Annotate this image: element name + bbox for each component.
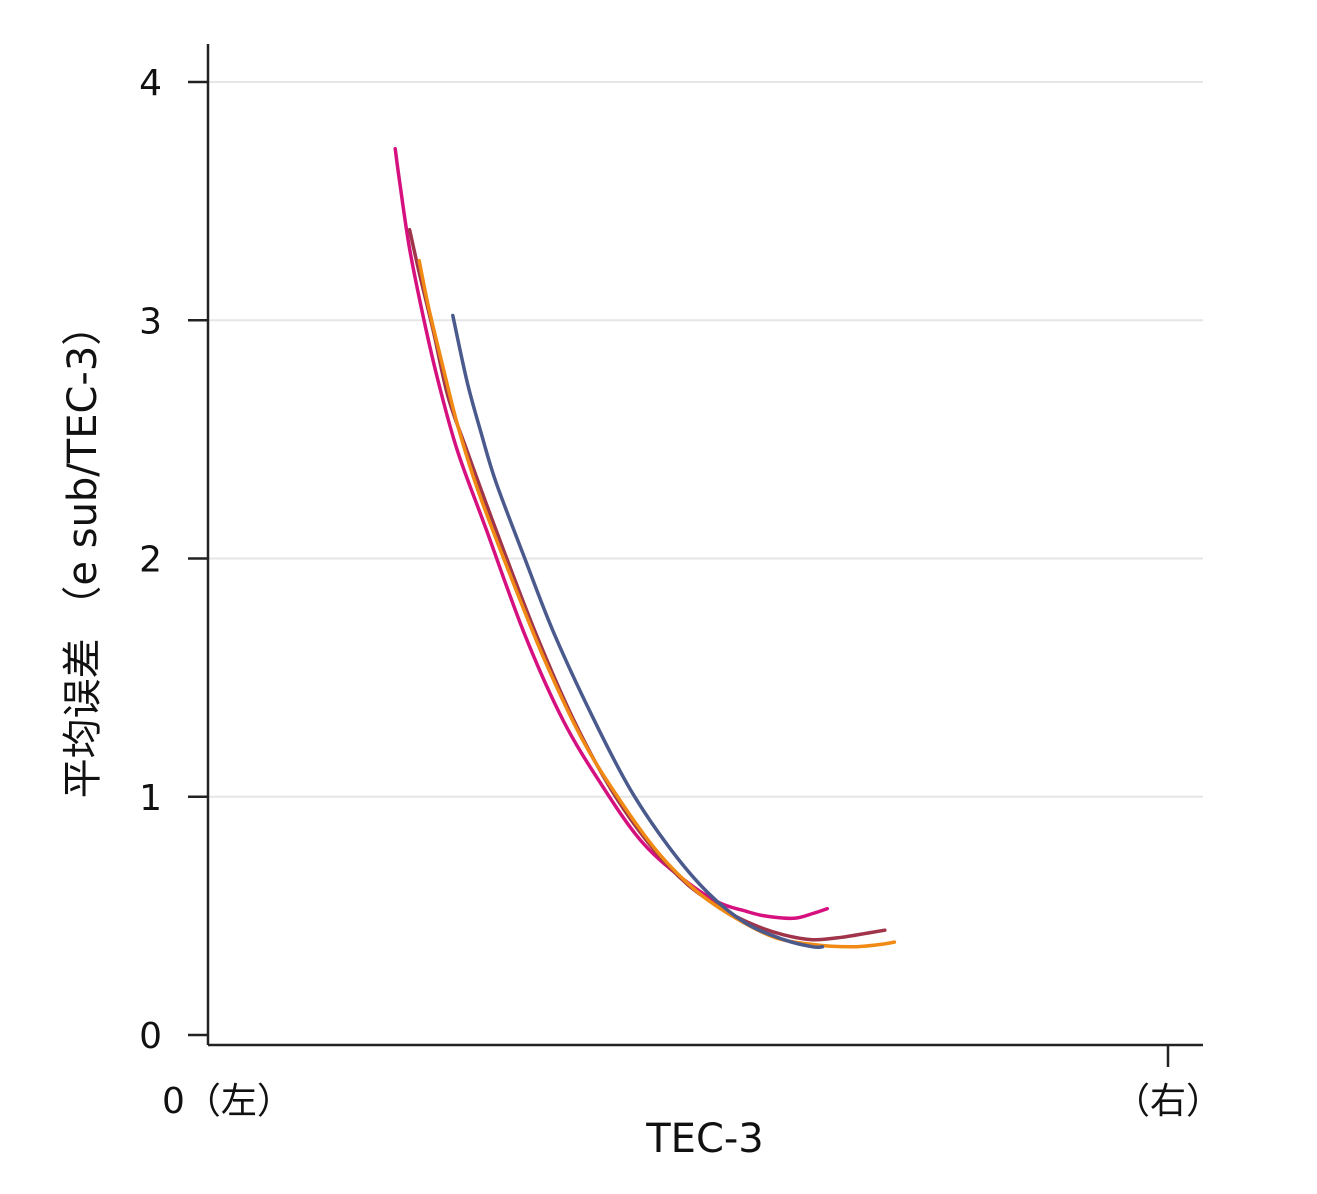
gridlines <box>208 81 1203 798</box>
x-axis-title: TEC-3 <box>645 1116 764 1162</box>
y-tick-label: 1 <box>139 778 162 819</box>
y-tick-label: 4 <box>139 63 162 104</box>
x-tick-label-right: （右） <box>1114 1081 1222 1122</box>
x-tick-label-left: 0（左） <box>162 1081 293 1122</box>
y-tick-label: 3 <box>139 301 162 342</box>
series-line-3 <box>417 258 897 949</box>
y-axis-title: 平均误差 （e sub/TEC-3） <box>60 306 106 799</box>
series-line-4 <box>451 313 825 950</box>
series-line-2 <box>407 227 887 942</box>
series-line-1 <box>393 146 829 921</box>
y-tick-label: 2 <box>139 540 162 581</box>
y-axis-ticks: 0 1 2 3 4 <box>139 63 208 1057</box>
y-tick-label: 0 <box>139 1016 162 1057</box>
series-layer <box>393 146 897 950</box>
